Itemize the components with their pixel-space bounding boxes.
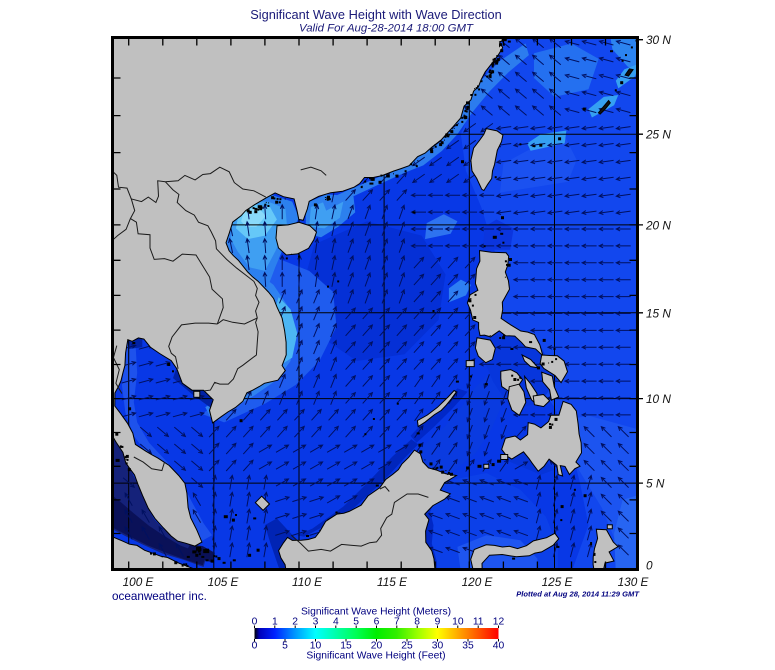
svg-text:15: 15 (340, 641, 352, 652)
svg-text:10: 10 (310, 641, 322, 652)
svg-text:1: 1 (272, 617, 278, 628)
svg-text:8: 8 (414, 617, 420, 628)
svg-text:12: 12 (493, 617, 505, 628)
svg-text:20 N: 20 N (645, 218, 671, 232)
svg-text:10 N: 10 N (646, 392, 671, 406)
svg-text:115 E: 115 E (377, 575, 407, 589)
svg-text:110 E: 110 E (292, 575, 322, 589)
svg-text:0: 0 (646, 559, 653, 573)
svg-text:25: 25 (401, 641, 413, 652)
svg-text:105 E: 105 E (208, 575, 239, 589)
svg-text:35: 35 (462, 641, 474, 652)
svg-text:25 N: 25 N (645, 128, 671, 142)
svg-text:4: 4 (333, 617, 339, 628)
svg-text:100 E: 100 E (123, 575, 154, 589)
svg-text:9: 9 (435, 617, 441, 628)
svg-text:20: 20 (371, 641, 383, 652)
svg-text:oceanweather inc.: oceanweather inc. (112, 590, 207, 603)
svg-text:0: 0 (252, 617, 258, 628)
svg-text:6: 6 (374, 617, 380, 628)
svg-text:7: 7 (394, 617, 400, 628)
svg-text:0: 0 (252, 641, 258, 652)
svg-text:5: 5 (282, 641, 288, 652)
svg-text:15 N: 15 N (646, 306, 671, 320)
svg-text:Valid For Aug-28-2014 18:00 GM: Valid For Aug-28-2014 18:00 GMT (299, 23, 474, 35)
svg-text:30 N: 30 N (646, 33, 671, 47)
svg-text:10: 10 (452, 617, 464, 628)
svg-text:Significant Wave Height (Feet): Significant Wave Height (Feet) (306, 651, 445, 662)
svg-text:Significant Wave Height with W: Significant Wave Height with Wave Direct… (250, 7, 502, 22)
svg-text:3: 3 (313, 617, 319, 628)
svg-text:11: 11 (473, 617, 484, 628)
svg-text:130 E: 130 E (618, 575, 649, 589)
svg-text:5 N: 5 N (646, 477, 665, 491)
svg-text:Plotted at Aug 28, 2014 11:29: Plotted at Aug 28, 2014 11:29 GMT (516, 590, 640, 599)
svg-text:5: 5 (353, 617, 359, 628)
svg-text:120 E: 120 E (462, 575, 493, 589)
svg-text:125 E: 125 E (542, 575, 573, 589)
svg-text:Significant Wave Height (Meter: Significant Wave Height (Meters) (301, 607, 451, 618)
svg-text:2: 2 (292, 617, 298, 628)
svg-text:40: 40 (493, 641, 505, 652)
svg-text:30: 30 (432, 641, 444, 652)
